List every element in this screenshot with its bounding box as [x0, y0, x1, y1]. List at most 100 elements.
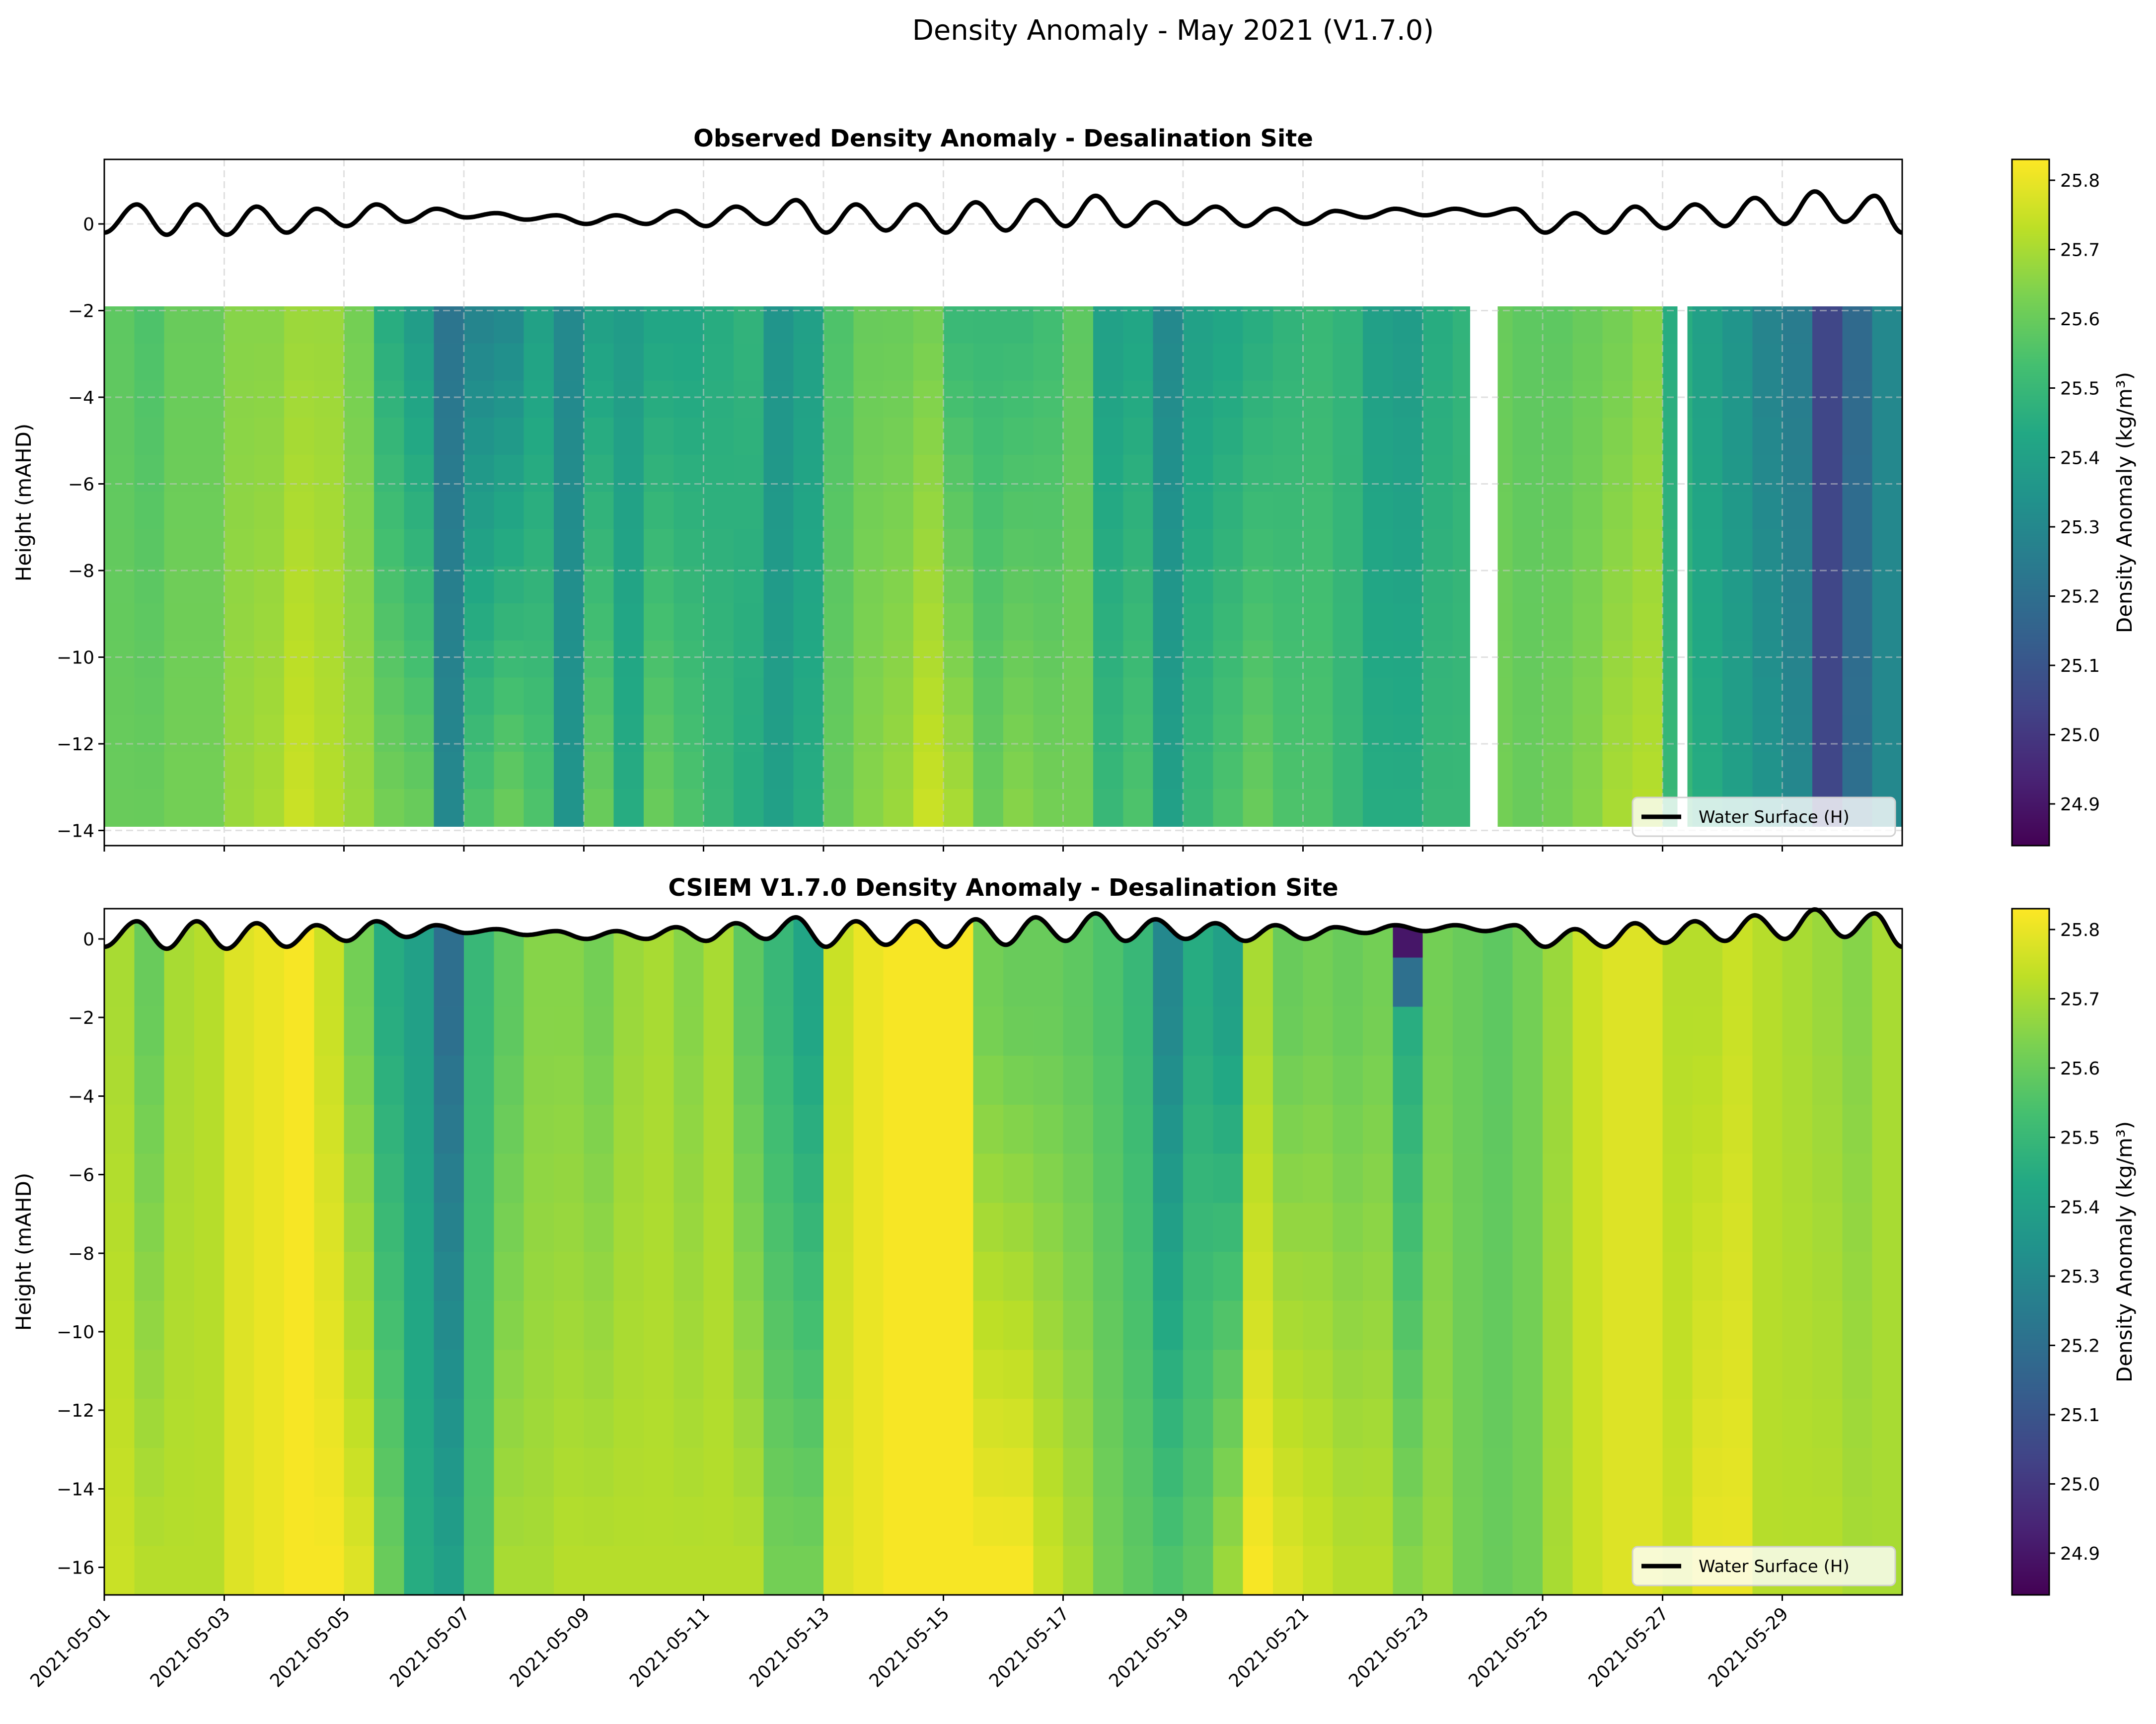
- heatmap-cell: [823, 1203, 854, 1252]
- heatmap-cell: [913, 640, 944, 678]
- heatmap-cell: [703, 677, 734, 716]
- heatmap-cell: [1453, 1006, 1484, 1057]
- heatmap-cell: [943, 1350, 974, 1400]
- heatmap-cell: [763, 677, 794, 716]
- heatmap-cell: [943, 1104, 974, 1154]
- heatmap-cell: [434, 1546, 464, 1595]
- heatmap-cell: [1752, 380, 1783, 419]
- x-tick-label: 2021-05-19: [1105, 1603, 1193, 1691]
- heatmap-cell: [1123, 418, 1154, 455]
- heatmap-cell: [1812, 1497, 1843, 1547]
- heatmap-cell: [1033, 529, 1064, 567]
- heatmap-cell: [1782, 1252, 1813, 1301]
- heatmap-cell: [374, 1497, 405, 1547]
- heatmap-cell: [374, 454, 405, 493]
- heatmap-cell: [1213, 1300, 1244, 1351]
- heatmap-cell: [194, 677, 225, 716]
- heatmap-cell: [763, 1252, 794, 1301]
- heatmap-cells: [104, 909, 1903, 1595]
- heatmap-cell: [1752, 677, 1783, 716]
- heatmap-cell: [1812, 1447, 1843, 1498]
- heatmap-cell: [1752, 1399, 1783, 1448]
- heatmap-cell: [1033, 1300, 1064, 1351]
- heatmap-cell: [554, 1153, 585, 1204]
- heatmap-cell: [1393, 1447, 1423, 1498]
- heatmap-cell: [1483, 1153, 1513, 1204]
- heatmap-cell: [374, 1203, 405, 1252]
- heatmap-cell: [434, 418, 464, 455]
- heatmap-cell: [1602, 1252, 1633, 1301]
- heatmap-cell: [523, 752, 554, 790]
- heatmap-cell: [1393, 715, 1423, 753]
- heatmap-cell: [1273, 1497, 1304, 1547]
- heatmap-cell: [1782, 529, 1813, 567]
- heatmap-cell: [1273, 1153, 1304, 1204]
- heatmap-cell: [703, 1350, 734, 1400]
- heatmap-cells: [104, 305, 1903, 827]
- heatmap-cell: [1303, 492, 1334, 530]
- colorbar-tick-label: 25.8: [2060, 920, 2100, 940]
- heatmap-cell: [404, 789, 435, 827]
- heatmap-cell: [1633, 380, 1663, 419]
- heatmap-cell: [284, 1546, 315, 1595]
- heatmap-cell: [1572, 752, 1603, 790]
- heatmap-cell: [793, 1350, 824, 1400]
- heatmap-cell: [224, 529, 255, 567]
- heatmap-cell: [703, 1447, 734, 1498]
- heatmap-cell: [793, 1104, 824, 1154]
- heatmap-cell: [194, 380, 225, 419]
- heatmap-cell: [1572, 380, 1603, 419]
- heatmap-cell: [1722, 529, 1753, 567]
- heatmap-cell: [164, 566, 195, 604]
- heatmap-cell: [943, 1300, 974, 1351]
- heatmap-cell: [164, 529, 195, 567]
- heatmap-cell: [104, 418, 135, 455]
- heatmap-cell: [1273, 1399, 1304, 1448]
- heatmap-cell: [584, 1203, 614, 1252]
- heatmap-cell: [1752, 1006, 1783, 1057]
- heatmap-cell: [1303, 1399, 1334, 1448]
- heatmap-cell: [1812, 529, 1843, 567]
- heatmap-cell: [673, 1203, 704, 1252]
- heatmap-cell: [404, 715, 435, 753]
- heatmap-cell: [1422, 1399, 1453, 1448]
- heatmap-cell: [1872, 1006, 1903, 1057]
- heatmap-cell: [734, 454, 764, 493]
- heatmap-cell: [973, 1056, 1004, 1105]
- heatmap-cell: [673, 1252, 704, 1301]
- heatmap-cell: [1842, 1056, 1873, 1105]
- heatmap-cell: [254, 1546, 285, 1595]
- heatmap-cell: [1303, 529, 1334, 567]
- heatmap-cell: [1333, 1350, 1363, 1400]
- heatmap-cell: [584, 1399, 614, 1448]
- heatmap-cell: [134, 306, 165, 344]
- heatmap-cell: [1483, 1350, 1513, 1400]
- heatmap-cell: [284, 677, 315, 716]
- heatmap-cell: [254, 1104, 285, 1154]
- heatmap-cell: [1512, 418, 1543, 455]
- heatmap-cell: [1213, 492, 1244, 530]
- heatmap-cell: [703, 566, 734, 604]
- heatmap-cell: [793, 1153, 824, 1204]
- heatmap-cell: [913, 306, 944, 344]
- heatmap-cell: [1572, 306, 1603, 344]
- heatmap-cell: [1063, 380, 1094, 419]
- heatmap-cell: [913, 529, 944, 567]
- heatmap-cell: [883, 957, 914, 1007]
- x-tick-label: 2021-05-15: [866, 1603, 954, 1691]
- heatmap-cell: [194, 306, 225, 344]
- heatmap-cell: [523, 789, 554, 827]
- heatmap-cell: [1512, 640, 1543, 678]
- heatmap-cell: [584, 789, 614, 827]
- heatmap-cell: [1782, 492, 1813, 530]
- heatmap-cell: [1842, 603, 1873, 641]
- y-axis-label: Height (mAHD): [11, 1173, 36, 1331]
- heatmap-cell: [284, 1497, 315, 1547]
- heatmap-cell: [1033, 454, 1064, 493]
- heatmap-cell: [793, 789, 824, 827]
- heatmap-cell: [1183, 492, 1214, 530]
- heatmap-cell: [673, 640, 704, 678]
- heatmap-cell: [1752, 418, 1783, 455]
- heatmap-cell: [1393, 1056, 1423, 1105]
